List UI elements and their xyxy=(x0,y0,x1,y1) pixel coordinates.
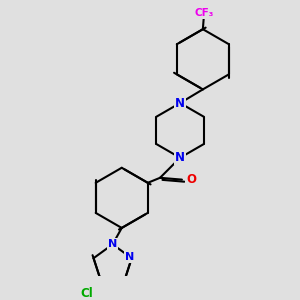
Text: O: O xyxy=(186,173,196,186)
Text: Cl: Cl xyxy=(80,287,93,300)
Text: N: N xyxy=(175,97,185,110)
Text: N: N xyxy=(125,252,134,262)
Text: N: N xyxy=(175,151,185,164)
Text: CF₃: CF₃ xyxy=(194,8,214,18)
Text: N: N xyxy=(108,239,117,249)
